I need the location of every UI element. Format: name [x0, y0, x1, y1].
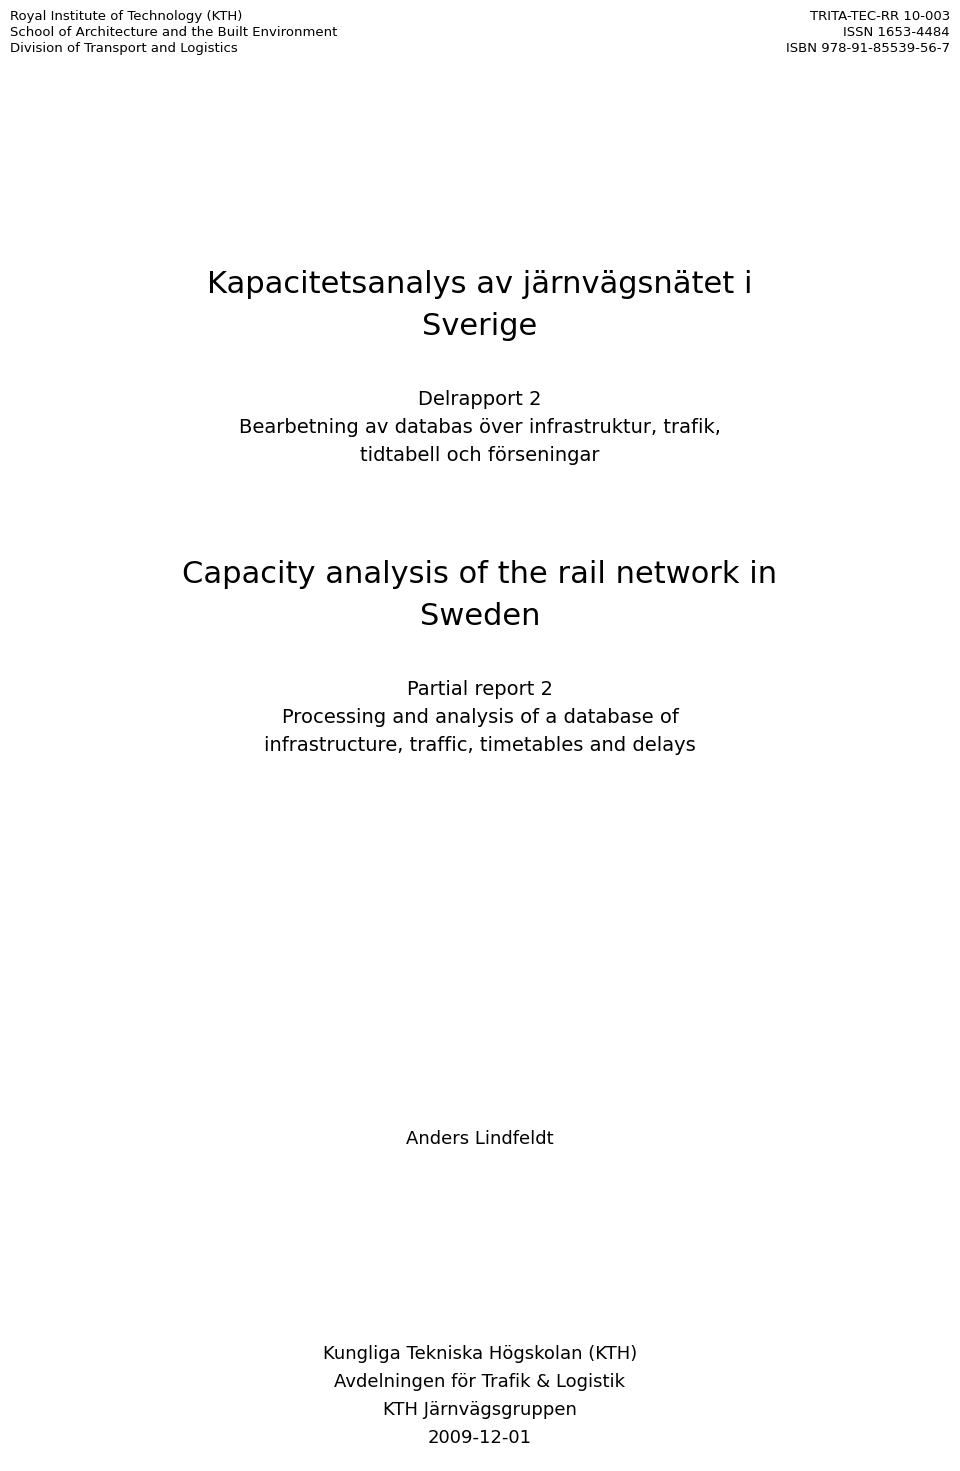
Text: School of Architecture and the Built Environment: School of Architecture and the Built Env…: [10, 26, 337, 40]
Text: Sverige: Sverige: [422, 312, 538, 341]
Text: Avdelningen för Trafik & Logistik: Avdelningen för Trafik & Logistik: [334, 1372, 626, 1392]
Text: TRITA-TEC-RR 10-003: TRITA-TEC-RR 10-003: [809, 10, 950, 24]
Text: ISBN 978-91-85539-56-7: ISBN 978-91-85539-56-7: [786, 43, 950, 54]
Text: tidtabell och förseningar: tidtabell och förseningar: [360, 446, 600, 465]
Text: Kungliga Tekniska Högskolan (KTH): Kungliga Tekniska Högskolan (KTH): [323, 1344, 637, 1364]
Text: Royal Institute of Technology (KTH): Royal Institute of Technology (KTH): [10, 10, 242, 24]
Text: Partial report 2: Partial report 2: [407, 680, 553, 699]
Text: infrastructure, traffic, timetables and delays: infrastructure, traffic, timetables and …: [264, 736, 696, 755]
Text: Bearbetning av databas över infrastruktur, trafik,: Bearbetning av databas över infrastruktu…: [239, 418, 721, 437]
Text: Delrapport 2: Delrapport 2: [419, 390, 541, 409]
Text: Kapacitetsanalys av järnvägsnätet i: Kapacitetsanalys av järnvägsnätet i: [207, 271, 753, 299]
Text: Sweden: Sweden: [420, 602, 540, 631]
Text: Division of Transport and Logistics: Division of Transport and Logistics: [10, 43, 238, 54]
Text: KTH Järnvägsgruppen: KTH Järnvägsgruppen: [383, 1400, 577, 1420]
Text: Processing and analysis of a database of: Processing and analysis of a database of: [281, 708, 679, 727]
Text: Anders Lindfeldt: Anders Lindfeldt: [406, 1130, 554, 1147]
Text: 2009-12-01: 2009-12-01: [428, 1428, 532, 1447]
Text: ISSN 1653-4484: ISSN 1653-4484: [844, 26, 950, 40]
Text: Capacity analysis of the rail network in: Capacity analysis of the rail network in: [182, 560, 778, 588]
